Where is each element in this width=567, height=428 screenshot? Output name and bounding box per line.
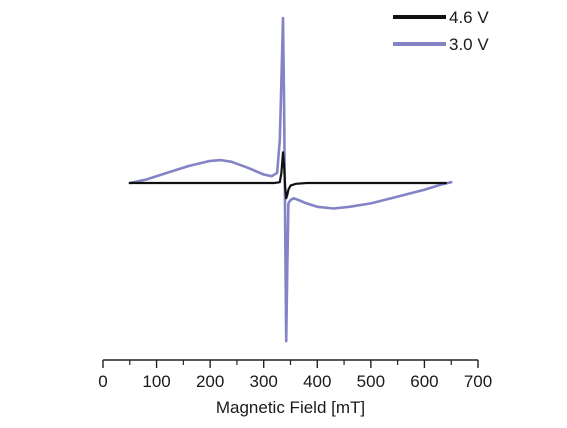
legend-label: 3.0 V [449, 35, 489, 54]
x-axis-title: Magnetic Field [mT] [216, 398, 365, 417]
x-tick-label: 500 [357, 372, 385, 391]
x-tick-label: 400 [303, 372, 331, 391]
x-tick-label: 700 [464, 372, 492, 391]
series-line-4-6-v [128, 151, 447, 200]
legend-label: 4.6 V [449, 8, 489, 27]
x-tick-label: 0 [98, 372, 107, 391]
x-tick-label: 300 [250, 372, 278, 391]
series-layer [128, 16, 453, 343]
legend: 4.6 V 3.0 V [393, 8, 489, 54]
series-line-3-0-v [128, 16, 453, 343]
x-axis: 0 100 200 300 400 500 600 700 [98, 359, 492, 391]
x-tick-label: 100 [142, 372, 170, 391]
x-tick-label: 600 [410, 372, 438, 391]
x-tick-label: 200 [196, 372, 224, 391]
